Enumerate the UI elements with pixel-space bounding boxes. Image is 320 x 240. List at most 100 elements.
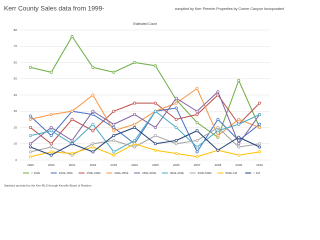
point xyxy=(91,129,95,133)
point xyxy=(112,129,116,133)
point xyxy=(153,134,157,138)
annotation: Estimated Count xyxy=(133,22,157,26)
y-tick-label: 0 xyxy=(15,158,17,162)
series-line xyxy=(30,126,260,156)
point xyxy=(91,145,95,149)
point xyxy=(112,134,116,138)
point xyxy=(258,142,262,146)
point xyxy=(28,126,32,130)
series-line xyxy=(30,90,260,145)
point xyxy=(133,139,137,143)
point xyxy=(237,135,241,139)
x-tick-label: 2001 xyxy=(69,163,76,167)
y-tick-label: 60 xyxy=(14,60,18,64)
point xyxy=(133,101,137,105)
point xyxy=(153,148,157,152)
point xyxy=(216,129,220,133)
point xyxy=(258,145,262,149)
point xyxy=(70,139,74,143)
point xyxy=(195,121,199,125)
x-tick-label: 2007 xyxy=(194,163,201,167)
point xyxy=(91,93,95,97)
point xyxy=(112,153,116,157)
point xyxy=(133,122,137,126)
y-tick-label: 30 xyxy=(14,109,18,113)
y-tick-label: 20 xyxy=(14,125,18,129)
point xyxy=(70,117,74,121)
point xyxy=(153,101,157,105)
point xyxy=(237,122,241,126)
point xyxy=(112,150,116,154)
point xyxy=(70,109,74,113)
chart-subtitle: compiled by Kerr Premier Properties by C… xyxy=(175,7,284,11)
point xyxy=(112,122,116,126)
point xyxy=(112,70,116,74)
x-tick-label: 2003 xyxy=(110,163,117,167)
point xyxy=(28,65,32,69)
legend-label: 250k-300k xyxy=(142,171,157,175)
point xyxy=(174,142,178,146)
point xyxy=(28,117,32,121)
point xyxy=(258,101,262,105)
legend-label: 400k-500k xyxy=(198,171,213,175)
point xyxy=(28,142,32,146)
series-line xyxy=(30,87,260,137)
point xyxy=(133,126,137,130)
point xyxy=(216,148,220,152)
point xyxy=(195,139,199,143)
point xyxy=(49,129,53,133)
point xyxy=(28,145,32,149)
x-tick-label: 2004 xyxy=(131,163,138,167)
point xyxy=(153,109,157,113)
series-line xyxy=(30,107,260,153)
series-line xyxy=(30,110,260,153)
point xyxy=(49,153,53,157)
point xyxy=(153,64,157,68)
point xyxy=(216,134,220,138)
point xyxy=(195,150,199,154)
point xyxy=(237,78,241,82)
point xyxy=(133,145,137,149)
point xyxy=(70,34,74,38)
point xyxy=(237,142,241,146)
point xyxy=(112,109,116,113)
footnote: Statistics provided by the Kerr MLS thro… xyxy=(4,184,92,188)
series-line xyxy=(30,143,260,158)
point xyxy=(216,90,220,94)
point xyxy=(28,155,32,159)
y-tick-label: 70 xyxy=(14,44,18,48)
point xyxy=(91,150,95,154)
x-tick-label: 2006 xyxy=(173,163,180,167)
point xyxy=(174,96,178,100)
x-tick-label: 2005 xyxy=(152,163,159,167)
x-tick-label: 2009 xyxy=(235,163,242,167)
point xyxy=(174,101,178,105)
x-tick-label: 2010 xyxy=(256,163,263,167)
y-tick-label: 10 xyxy=(14,142,18,146)
point xyxy=(195,155,199,159)
point xyxy=(49,142,53,146)
point xyxy=(195,87,199,91)
point xyxy=(237,117,241,121)
chart-title: Kerr County Sales data from 1999- xyxy=(4,6,104,13)
series-line xyxy=(30,126,260,156)
point xyxy=(153,126,157,130)
point xyxy=(49,150,53,154)
point xyxy=(70,152,74,156)
point xyxy=(258,150,262,154)
point xyxy=(49,134,53,138)
point xyxy=(174,152,178,156)
point xyxy=(174,106,178,110)
point xyxy=(91,109,95,113)
point xyxy=(216,126,220,130)
y-tick-label: 50 xyxy=(14,77,18,81)
point xyxy=(28,134,32,138)
point xyxy=(133,60,137,64)
point xyxy=(49,113,53,117)
point xyxy=(70,142,74,146)
point xyxy=(237,153,241,157)
point xyxy=(195,129,199,133)
point xyxy=(195,109,199,113)
x-tick-label: 1999 xyxy=(27,163,34,167)
chart: Kerr County Sales data from 1999- compil… xyxy=(4,6,284,188)
